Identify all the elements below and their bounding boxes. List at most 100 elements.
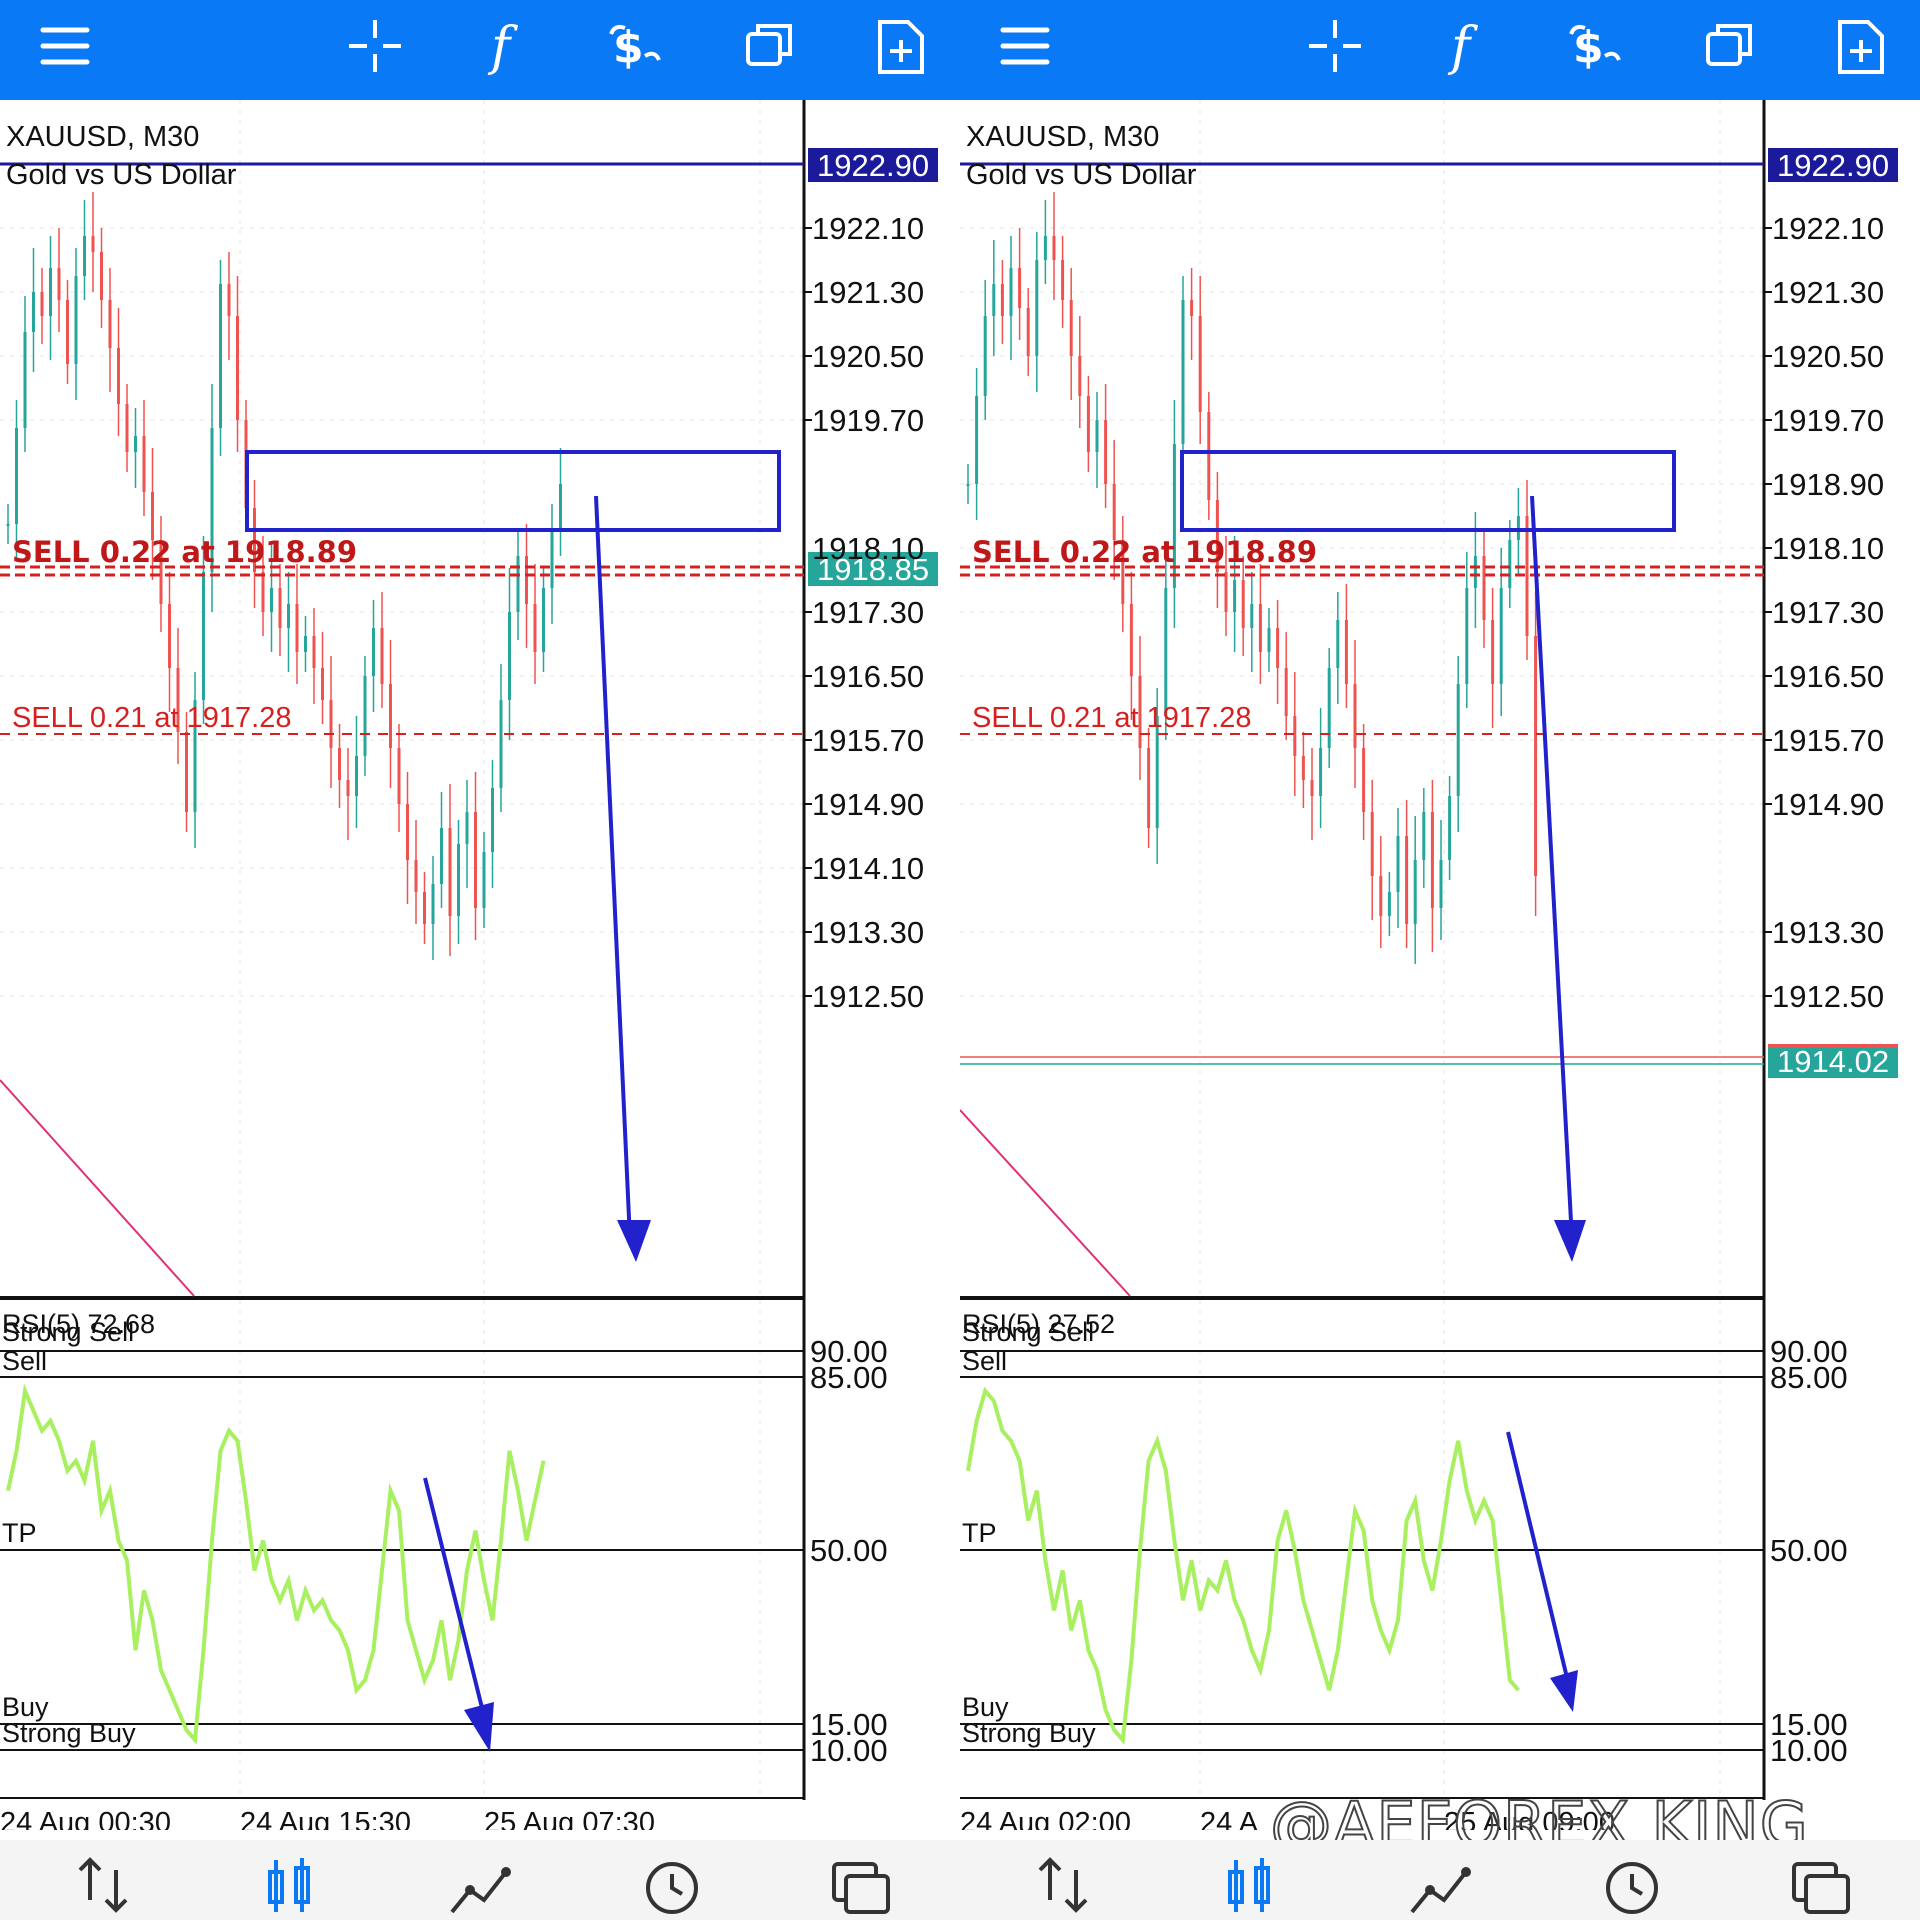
candle-body xyxy=(1310,780,1314,796)
indicator-f-icon[interactable]: f xyxy=(477,16,537,77)
chart-icon[interactable] xyxy=(1216,1850,1286,1920)
candle-body xyxy=(15,428,18,524)
candle-body xyxy=(1250,604,1254,628)
price-axis-label: 1922.10 xyxy=(1772,211,1884,246)
time-label-2: 25 Aug 09:00 xyxy=(1444,1807,1615,1830)
price-axis-label: 1920.50 xyxy=(1772,339,1884,374)
chart-panel-left[interactable]: SELL 0.22 at 1918.89 SELL 0.21 at 1917.2… xyxy=(0,100,960,1830)
candle-body xyxy=(1422,812,1426,860)
symbol-description: Gold vs US Dollar xyxy=(6,159,237,191)
candle-body xyxy=(40,292,44,316)
candle-body xyxy=(508,612,511,700)
resistance-zone-rectangle[interactable] xyxy=(245,450,781,532)
crosshair-icon[interactable] xyxy=(345,16,405,76)
history-icon[interactable] xyxy=(636,1850,706,1920)
rsi-label-strong-buy: Strong Buy xyxy=(2,1718,136,1748)
crosshair-icon[interactable] xyxy=(1305,16,1365,76)
price-axis-label: 1922.10 xyxy=(812,211,924,246)
trade-dollar-icon[interactable]: $ xyxy=(1565,16,1625,76)
candle-body xyxy=(983,316,987,396)
price-axis-label: 1912.50 xyxy=(1772,979,1884,1014)
new-order-icon[interactable] xyxy=(870,16,930,76)
candle-body xyxy=(975,396,979,484)
candle-body xyxy=(1344,620,1348,684)
candle-body xyxy=(1181,300,1185,444)
order-label-sell-022: SELL 0.22 at 1918.89 xyxy=(12,535,357,569)
candle-body xyxy=(287,604,290,628)
messages-icon[interactable] xyxy=(1786,1850,1856,1920)
candle-body xyxy=(966,484,970,486)
candle-body xyxy=(1043,236,1047,260)
candle-body xyxy=(457,844,460,916)
new-order-icon[interactable] xyxy=(1830,16,1890,76)
candle-body xyxy=(1267,628,1271,652)
rsi-down-arrow-line[interactable] xyxy=(1506,1431,1570,1683)
order-label-sell-022: SELL 0.22 at 1918.89 xyxy=(972,535,1317,569)
price-axis-label: 1917.30 xyxy=(812,595,924,630)
candle-body xyxy=(117,348,120,404)
candle-body xyxy=(236,316,239,420)
rsi-label-sell: Sell xyxy=(962,1346,1007,1376)
candle-body xyxy=(465,812,469,844)
messages-icon[interactable] xyxy=(826,1850,896,1920)
history-icon[interactable] xyxy=(1596,1850,1666,1920)
down-arrow-line[interactable] xyxy=(594,495,632,1241)
rsi-title: RSI(5) 27.52 xyxy=(962,1309,1115,1339)
rsi-label-strong-sell: Strong Sell xyxy=(2,1317,134,1347)
candle-body xyxy=(1362,748,1366,812)
down-arrow-line[interactable] xyxy=(1530,495,1574,1241)
menu-icon[interactable] xyxy=(995,16,1055,76)
candle-body xyxy=(1405,836,1409,924)
price-axis-label: 1919.70 xyxy=(812,403,924,438)
rsi-axis-90: 90.00 xyxy=(810,1334,888,1369)
trendline[interactable] xyxy=(0,1079,195,1297)
rsi-axis-10: 10.00 xyxy=(810,1733,888,1768)
candle-body xyxy=(253,508,256,572)
quotes-icon[interactable] xyxy=(68,1850,138,1920)
indicator-f-icon[interactable]: f xyxy=(1437,16,1497,77)
candle-body xyxy=(1138,676,1142,748)
candle-body xyxy=(1009,268,1013,316)
candle-body xyxy=(66,300,69,364)
chart-icon[interactable] xyxy=(256,1850,326,1920)
candle-body xyxy=(346,780,350,796)
candle-body xyxy=(1276,628,1280,668)
trade-dollar-icon[interactable]: $ xyxy=(605,16,665,76)
trendline[interactable] xyxy=(960,1109,1131,1297)
candle-body xyxy=(1327,668,1331,748)
trade-icon[interactable] xyxy=(446,1850,516,1920)
candle-body xyxy=(1198,316,1202,412)
candle-body xyxy=(1430,812,1434,908)
quotes-icon[interactable] xyxy=(1028,1850,1098,1920)
candle-body xyxy=(108,300,112,348)
candle-body xyxy=(32,292,35,332)
candle-body xyxy=(185,732,188,812)
symbol-title: XAUUSD, M30 xyxy=(966,121,1159,153)
rsi-axis-15: 15.00 xyxy=(810,1707,888,1742)
chart-panel-right[interactable]: SELL 0.22 at 1918.89 SELL 0.21 at 1917.2… xyxy=(960,100,1920,1830)
windows-icon[interactable] xyxy=(1700,16,1760,76)
rsi-label-buy: Buy xyxy=(962,1692,1009,1722)
down-arrow-head xyxy=(1554,1220,1586,1262)
rsi-title: RSI(5) 72.68 xyxy=(2,1309,155,1339)
svg-text:$: $ xyxy=(613,22,644,73)
price-axis-label: 1920.50 xyxy=(812,339,924,374)
candle-body xyxy=(992,284,996,316)
candle-body xyxy=(355,756,358,796)
candle-body xyxy=(1052,236,1056,260)
resistance-zone-rectangle[interactable] xyxy=(1180,450,1676,532)
candle-body xyxy=(270,588,273,612)
menu-icon[interactable] xyxy=(35,16,95,76)
rsi-down-arrow-line[interactable] xyxy=(423,1477,487,1721)
symbol-description: Gold vs US Dollar xyxy=(966,159,1197,191)
candle-body xyxy=(1465,588,1469,684)
candle-body xyxy=(1534,636,1538,876)
windows-icon[interactable] xyxy=(740,16,800,76)
candle-body xyxy=(1241,580,1245,628)
candle-body xyxy=(431,884,435,924)
trade-icon[interactable] xyxy=(1406,1850,1476,1920)
candle-body xyxy=(1164,588,1168,716)
price-axis-label: 1912.50 xyxy=(812,979,924,1014)
price-axis-label: 1921.30 xyxy=(1772,275,1884,310)
rsi-down-arrow-head xyxy=(1550,1670,1578,1712)
